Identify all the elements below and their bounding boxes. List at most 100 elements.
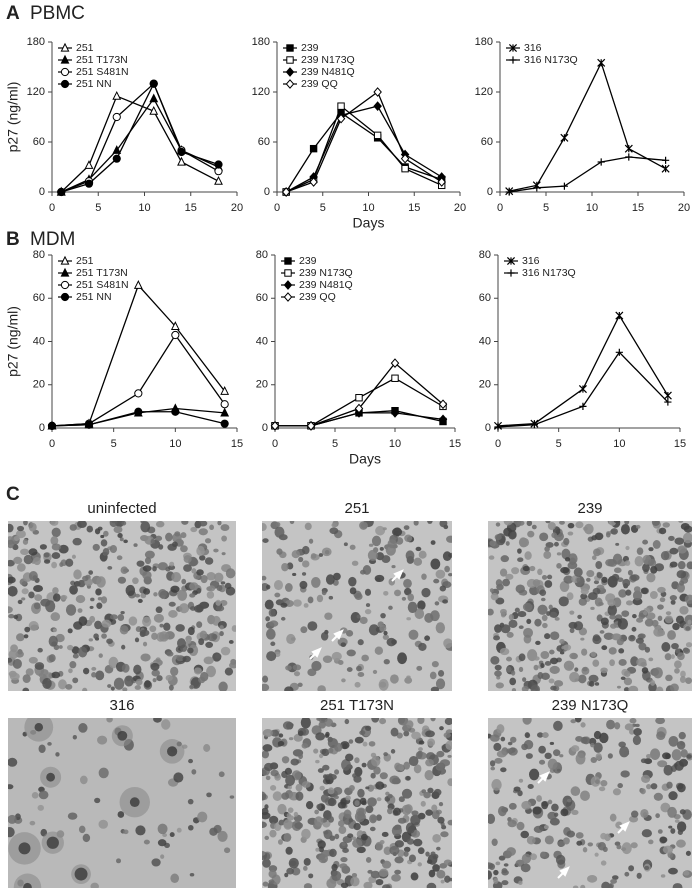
cell [307, 596, 314, 604]
cell [600, 860, 607, 866]
cell [122, 687, 128, 691]
cell [8, 757, 18, 767]
cell [362, 565, 372, 575]
cell [120, 566, 128, 575]
cell [383, 590, 389, 596]
cell [215, 599, 222, 606]
cell [337, 820, 345, 827]
cell [553, 720, 563, 731]
cell [608, 647, 617, 655]
cell [31, 791, 39, 799]
cell [431, 809, 440, 820]
cell [357, 788, 365, 798]
cell [520, 863, 531, 873]
cell [34, 594, 43, 602]
cell [403, 730, 410, 737]
cell [354, 736, 364, 744]
marker [373, 131, 382, 140]
panel-label: MDM [30, 229, 75, 250]
cell [652, 667, 663, 679]
cell [229, 795, 235, 799]
cell [187, 798, 194, 805]
cell [109, 614, 118, 620]
cell [359, 616, 368, 625]
cell [612, 597, 622, 608]
cell [414, 608, 425, 620]
cell [438, 801, 444, 807]
cell [284, 872, 289, 878]
cell [436, 750, 445, 758]
cell [679, 809, 686, 815]
cell [411, 731, 421, 740]
micrograph [8, 718, 236, 888]
cell [78, 646, 88, 658]
x-tick-label: 10 [586, 202, 598, 214]
y-tick-label: 0 [264, 186, 270, 198]
micrograph [488, 521, 692, 691]
cell [513, 786, 521, 792]
cell [559, 639, 565, 644]
cell [345, 795, 351, 801]
cell [123, 539, 128, 544]
cell [436, 869, 446, 879]
y-tick-label: 60 [256, 292, 268, 304]
cell [561, 548, 571, 560]
cell [488, 608, 494, 616]
cell [447, 754, 452, 758]
cell [262, 683, 270, 691]
cell [612, 788, 622, 796]
panel-label: PBMC [30, 3, 85, 24]
cell [610, 623, 617, 629]
marker [112, 112, 121, 122]
micrograph-content [488, 718, 692, 888]
cell [168, 610, 178, 618]
cell [300, 718, 311, 729]
cell [566, 798, 572, 803]
cell [563, 575, 574, 584]
cell [357, 671, 365, 677]
cell [378, 678, 389, 691]
cell [159, 623, 164, 628]
cell [391, 874, 401, 882]
cell [417, 862, 422, 867]
cell [406, 775, 411, 781]
cell [284, 583, 293, 592]
cell [380, 612, 386, 619]
cell [340, 856, 348, 863]
cell [641, 829, 652, 838]
cell [588, 592, 598, 601]
cell [302, 560, 310, 568]
cell [672, 622, 680, 631]
cell [587, 874, 598, 883]
cell [8, 649, 18, 660]
cell [50, 612, 61, 622]
series-line [285, 105, 443, 193]
cell [391, 639, 397, 645]
cell [340, 882, 349, 888]
cell [630, 656, 639, 667]
cell [183, 555, 192, 564]
cell [590, 742, 595, 748]
cell [598, 786, 606, 792]
cell [206, 665, 217, 678]
cell [337, 801, 346, 809]
cell [591, 535, 598, 541]
cell [630, 574, 640, 581]
cell [346, 649, 356, 657]
cell [117, 613, 125, 621]
marker [112, 90, 122, 100]
cell [576, 840, 583, 846]
cell [624, 871, 630, 877]
y-axis-label: p27 (ng/ml) [5, 306, 21, 377]
cell [78, 723, 88, 733]
cell [679, 675, 686, 684]
cell [212, 633, 218, 640]
cell [651, 521, 660, 526]
cell [429, 671, 437, 680]
cell [8, 827, 15, 838]
cell [387, 539, 397, 549]
marker [84, 179, 94, 188]
cell [375, 879, 384, 886]
cell [544, 546, 550, 552]
cell [158, 544, 164, 550]
